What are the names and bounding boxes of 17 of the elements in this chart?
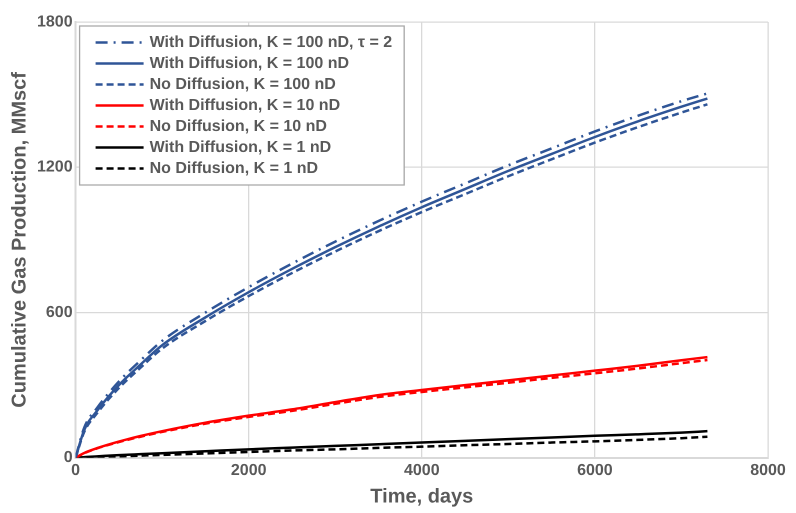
y-tick-label: 1800 — [37, 13, 73, 30]
legend-label: With Diffusion, K = 10 nD — [150, 96, 340, 114]
x-tick-label: 4000 — [404, 462, 440, 479]
legend-label: No Diffusion, K = 1 nD — [150, 160, 318, 177]
x-axis-title: Time, days — [370, 486, 474, 508]
y-tick-label: 1200 — [37, 158, 73, 176]
x-tick-label: 6000 — [577, 462, 613, 479]
x-tick-label: 2000 — [230, 462, 267, 479]
y-axis-title: Cumulative Gas Production, MMscf — [8, 72, 31, 408]
legend-label: No Diffusion, K = 10 nD — [150, 118, 327, 135]
legend-label: With Diffusion, K = 1 nD — [150, 138, 332, 156]
x-tick-label: 8000 — [750, 462, 786, 479]
legend-label: With Diffusion, K = 100 nD — [150, 54, 350, 72]
y-tick-label: 600 — [46, 304, 73, 321]
y-tick-label: 0 — [64, 449, 73, 466]
legend-label: With Diffusion, K = 100 nD, τ = 2 — [150, 34, 392, 51]
legend-label: No Diffusion, K = 100 nD — [150, 76, 336, 93]
